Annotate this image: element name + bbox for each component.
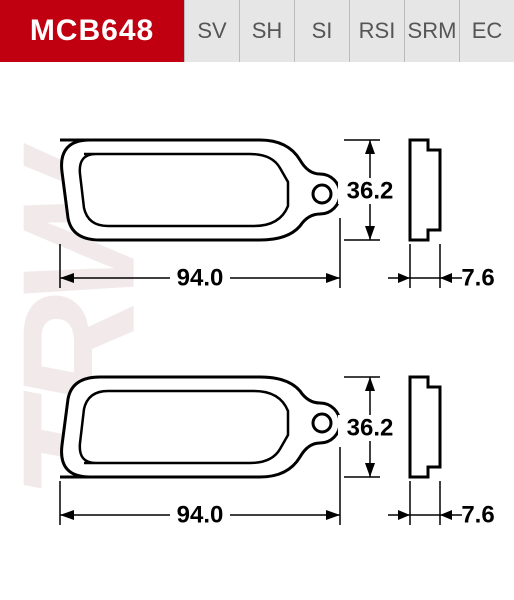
variant-cell-3: RSI <box>349 0 404 62</box>
dim-thickness-1: 7.6 <box>388 481 495 528</box>
pad-group-1: 36.2 94.0 7.6 <box>40 347 500 557</box>
pad-side-profile <box>410 140 440 240</box>
pad-front-face <box>60 377 340 477</box>
dim-thickness-0: 7.6 <box>388 244 495 291</box>
part-number-cell: MCB648 <box>0 0 184 62</box>
header-row: MCB648 SV SH SI RSI SRM EC <box>0 0 514 62</box>
variant-label: SRM <box>408 18 457 44</box>
pad-group-0: 36.2 94.0 7.6 <box>40 110 500 320</box>
variant-cell-0: SV <box>184 0 239 62</box>
dim-height-1: 36.2 <box>338 377 400 477</box>
dim-width-value: 94.0 <box>177 501 224 528</box>
pad-diagram-1: 36.2 94.0 7.6 <box>40 347 500 557</box>
variant-label: SV <box>197 18 226 44</box>
pad-front-face <box>60 140 340 240</box>
variant-label: EC <box>472 18 503 44</box>
dim-height-value: 36.2 <box>347 177 394 204</box>
dim-height-0: 36.2 <box>338 140 400 240</box>
variant-label: RSI <box>359 18 396 44</box>
variant-cell-5: EC <box>459 0 514 62</box>
dim-height-value: 36.2 <box>347 414 394 441</box>
variant-cell-1: SH <box>239 0 294 62</box>
part-number: MCB648 <box>30 14 154 48</box>
variant-label: SH <box>252 18 283 44</box>
variant-label: SI <box>312 18 333 44</box>
dim-thickness-value: 7.6 <box>461 264 494 291</box>
drawing-area: TRW 36.2 <box>0 62 514 600</box>
variant-cell-2: SI <box>294 0 349 62</box>
dim-thickness-value: 7.6 <box>461 501 494 528</box>
pad-diagram-0: 36.2 94.0 7.6 <box>40 110 500 320</box>
variant-cell-4: SRM <box>404 0 459 62</box>
dim-width-value: 94.0 <box>177 264 224 291</box>
pad-side-profile <box>410 377 440 477</box>
